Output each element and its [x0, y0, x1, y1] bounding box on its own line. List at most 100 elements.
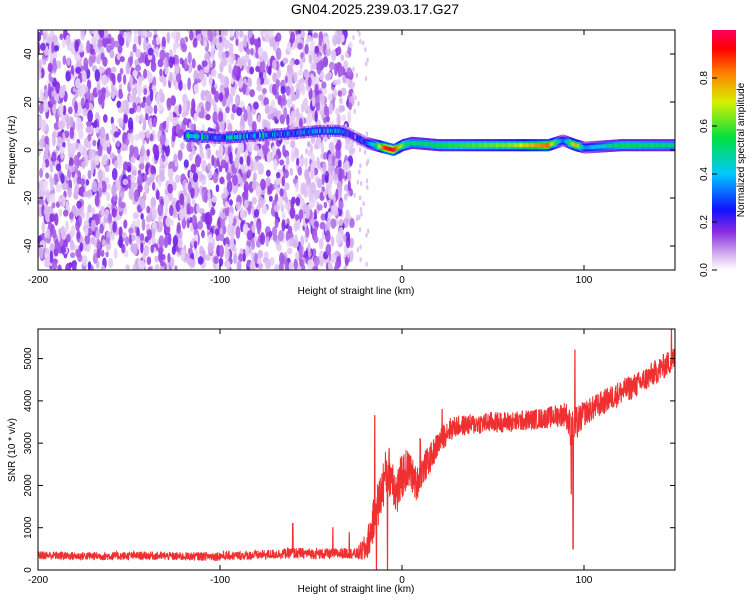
heatmap-noise-cell [142, 96, 147, 104]
heatmap-noise-cell [90, 164, 94, 175]
heatmap-band-cell [607, 144, 610, 149]
heatmap-noise-cell [131, 234, 136, 242]
heatmap-noise-cell [186, 141, 192, 152]
heatmap-noise-cell [143, 173, 148, 182]
heatmap-noise-cell [118, 196, 123, 208]
heatmap-band-cell [213, 135, 216, 140]
heatmap-band-cell [486, 143, 489, 148]
heatmap-noise-cell [44, 143, 49, 157]
heatmap-noise-cell [327, 187, 332, 199]
heatmap-noise-cell [358, 195, 362, 201]
heatmap-noise-cell [177, 237, 183, 248]
heatmap-noise-cell [91, 30, 98, 35]
heatmap-noise-cell [360, 211, 363, 217]
heatmap-band-cell [509, 143, 512, 148]
heatmap-band-cell [322, 128, 325, 133]
heatmap-band-cell [319, 128, 322, 133]
heatmap-noise-cell [81, 160, 86, 170]
heatmap-noise-cell [81, 211, 85, 219]
heatmap-band-cell [244, 134, 247, 139]
heatmap-band-cell [566, 140, 569, 145]
heatmap-noise-cell [40, 119, 47, 132]
heatmap-band-cell [285, 131, 288, 136]
heatmap-noise-cell [47, 100, 52, 108]
heatmap-noise-cell [145, 113, 149, 121]
heatmap-noise-cell [180, 248, 186, 262]
heatmap-noise-cell [253, 172, 257, 182]
heatmap-noise-cell [105, 133, 110, 141]
heatmap-noise-cell [117, 33, 123, 42]
heatmap-noise-cell [307, 259, 314, 268]
heatmap-noise-cell [109, 152, 115, 159]
heatmap-band-cell [249, 134, 252, 139]
heatmap-noise-cell [196, 34, 201, 41]
heatmap-band-cell [238, 134, 241, 139]
heatmap-band-cell [543, 143, 546, 148]
heatmap-noise-cell [118, 226, 123, 240]
heatmap-noise-cell [292, 94, 298, 101]
heatmap-noise-cell [51, 228, 57, 239]
heatmap-band-cell [292, 131, 295, 136]
heatmap-noise-cell [146, 205, 151, 214]
heatmap-noise-cell [304, 43, 309, 55]
heatmap-noise-cell [208, 77, 213, 85]
heatmap-band-cell [453, 143, 456, 148]
heatmap-band-cell [454, 143, 457, 148]
heatmap-noise-cell [296, 36, 301, 43]
heatmap-noise-cell [212, 59, 216, 69]
heatmap-noise-cell [201, 230, 205, 239]
heatmap-band-cell [334, 128, 337, 133]
heatmap-noise-cell [190, 123, 195, 131]
heatmap-noise-cell [253, 235, 258, 243]
heatmap-noise-cell [290, 85, 295, 98]
heatmap-noise-cell [158, 235, 165, 248]
heatmap-noise-cell [48, 86, 52, 99]
heatmap-noise-cell [256, 84, 263, 92]
heatmap-band-cell [376, 143, 379, 148]
heatmap-noise-cell [226, 260, 231, 270]
heatmap-noise-cell [246, 155, 251, 167]
heatmap-noise-cell [324, 73, 331, 81]
heatmap-band-cell [216, 135, 219, 140]
heatmap-noise-cell [244, 186, 248, 198]
heatmap-noise-cell [61, 195, 66, 208]
heatmap-band-cell [506, 143, 509, 148]
heatmap-noise-cell [119, 56, 125, 63]
heatmap-noise-cell [304, 78, 309, 85]
heatmap-noise-cell [140, 198, 146, 211]
heatmap-noise-cell [191, 58, 196, 69]
heatmap-band-cell [658, 143, 661, 148]
heatmap-noise-cell [343, 265, 348, 270]
heatmap-noise-cell [77, 122, 84, 131]
heatmap-band-cell [608, 143, 611, 148]
heatmap-band-cell [564, 139, 567, 144]
heatmap-noise-cell [77, 143, 84, 155]
heatmap-noise-cell [218, 149, 223, 159]
heatmap-noise-cell [332, 204, 339, 217]
heatmap-band-cell [328, 128, 331, 133]
heatmap-band-cell [611, 143, 614, 148]
heatmap-band-cell [262, 133, 265, 138]
heatmap-noise-cell [228, 212, 234, 225]
heatmap-noise-cell [74, 101, 78, 114]
heatmap-band-cell [417, 141, 420, 146]
heatmap-noise-cell [274, 218, 279, 229]
heatmap-noise-cell [55, 183, 62, 193]
heatmap-band-cell [391, 147, 394, 152]
heatmap-noise-cell [102, 35, 108, 48]
heatmap-noise-cell [147, 229, 152, 241]
heatmap-noise-cell [135, 64, 141, 72]
heatmap-band-cell [358, 136, 361, 141]
heatmap-band-cell [419, 141, 422, 146]
heatmap-noise-cell [303, 68, 309, 79]
heatmap-noise-cell [336, 46, 342, 56]
heatmap-noise-cell [156, 225, 163, 233]
heatmap-band-cell [407, 141, 410, 146]
heatmap-noise-cell [192, 38, 198, 48]
heatmap-band-cell [241, 134, 244, 139]
heatmap-noise-cell [45, 228, 51, 239]
heatmap-noise-cell [219, 61, 224, 73]
heatmap-noise-cell [342, 74, 346, 84]
heatmap-noise-cell [164, 144, 171, 157]
heatmap-noise-cell [328, 153, 333, 167]
